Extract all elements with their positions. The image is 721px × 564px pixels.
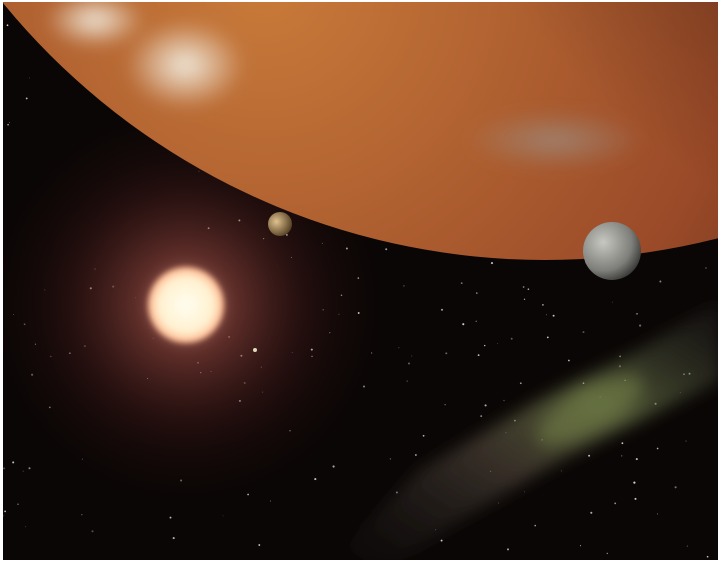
star <box>510 337 513 340</box>
star <box>621 455 623 457</box>
star <box>519 382 522 385</box>
star <box>706 555 709 558</box>
star <box>477 354 480 357</box>
star <box>614 502 617 505</box>
star <box>22 470 24 472</box>
star <box>523 491 525 493</box>
star <box>445 352 448 355</box>
star <box>24 526 26 528</box>
star <box>639 324 642 327</box>
star <box>422 434 425 437</box>
star <box>172 537 175 540</box>
star <box>7 123 9 126</box>
star <box>4 510 6 513</box>
star <box>606 552 609 555</box>
star <box>619 355 621 358</box>
star <box>169 516 172 519</box>
star <box>546 336 549 339</box>
star <box>3 467 6 470</box>
star <box>403 285 405 287</box>
star <box>475 320 477 322</box>
star <box>686 545 689 547</box>
star <box>611 301 613 303</box>
star <box>534 524 536 527</box>
star <box>484 344 486 347</box>
star <box>545 314 547 316</box>
star <box>582 331 585 334</box>
star <box>588 454 591 457</box>
star <box>568 359 570 362</box>
star <box>444 404 446 406</box>
star <box>476 292 478 294</box>
star <box>590 511 593 514</box>
star <box>462 323 465 326</box>
star <box>657 513 658 515</box>
star <box>635 313 637 315</box>
star <box>674 486 677 489</box>
star <box>527 288 530 291</box>
star <box>480 415 483 418</box>
star <box>522 286 525 288</box>
star <box>385 248 388 251</box>
star <box>633 481 636 484</box>
star <box>542 304 544 306</box>
star <box>636 313 638 315</box>
star <box>25 97 28 100</box>
star <box>490 262 494 265</box>
star <box>398 347 400 349</box>
star <box>507 548 509 551</box>
star <box>460 282 463 285</box>
gas-giant <box>3 2 718 260</box>
star <box>406 380 408 382</box>
star <box>3 515 4 517</box>
star <box>415 454 417 456</box>
star <box>389 458 392 460</box>
star <box>579 545 582 547</box>
star <box>8 121 10 123</box>
star <box>484 404 487 407</box>
star <box>440 308 444 311</box>
star <box>6 24 9 27</box>
star <box>269 500 271 502</box>
star <box>29 77 30 79</box>
star <box>17 503 19 505</box>
star <box>656 447 659 450</box>
star <box>440 539 443 542</box>
star <box>523 298 526 300</box>
milky-way <box>330 301 718 560</box>
star <box>258 544 261 546</box>
star <box>81 514 83 516</box>
star <box>621 442 624 445</box>
star <box>497 343 499 344</box>
star <box>634 497 637 500</box>
star <box>705 267 707 269</box>
star <box>332 465 335 468</box>
star <box>659 280 662 283</box>
gray-moon <box>583 222 641 280</box>
star <box>91 530 94 533</box>
star <box>685 440 687 442</box>
star <box>12 461 15 464</box>
small-moon <box>268 212 292 236</box>
star <box>314 478 317 481</box>
star <box>28 467 31 470</box>
star <box>407 362 411 365</box>
star <box>635 458 638 461</box>
star <box>552 314 555 317</box>
star <box>222 515 224 517</box>
star <box>560 470 562 472</box>
star <box>503 399 505 402</box>
distant-planet <box>253 348 257 352</box>
star <box>411 355 413 357</box>
red-dwarf-star <box>148 267 224 343</box>
star <box>497 502 499 504</box>
